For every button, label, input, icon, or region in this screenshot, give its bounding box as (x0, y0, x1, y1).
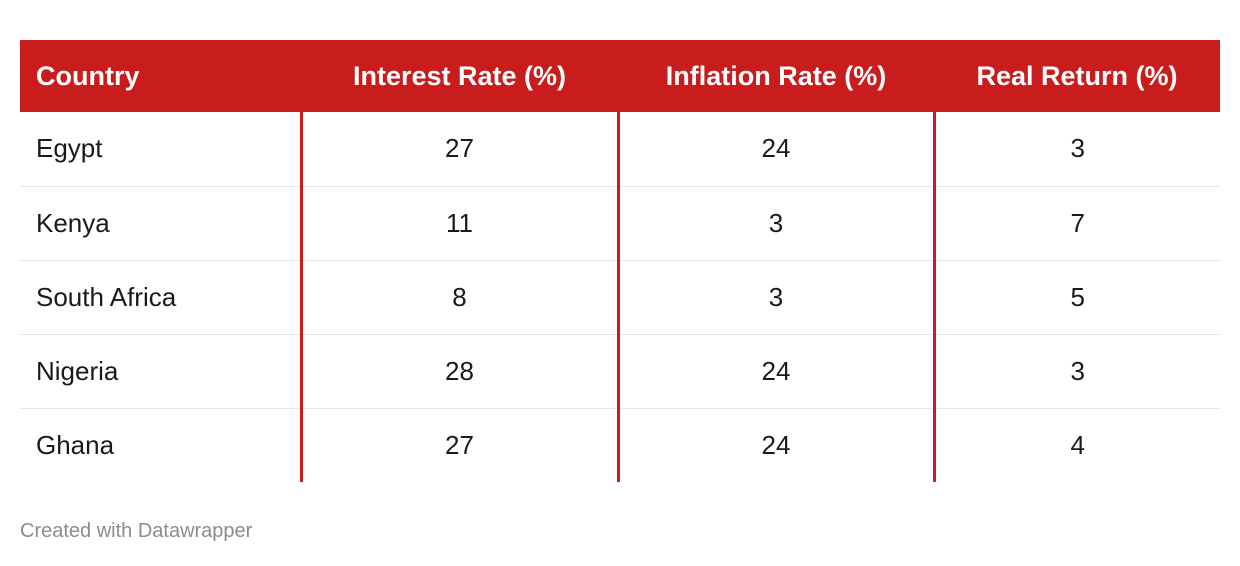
table-header: Country Interest Rate (%) Inflation Rate… (20, 40, 1220, 112)
cell-interest-rate: 27 (299, 112, 618, 187)
cell-real-return: 3 (932, 112, 1220, 187)
table-row: Ghana 27 24 4 (20, 408, 1220, 482)
table-row: Kenya 11 3 7 (20, 186, 1220, 261)
cell-interest-rate: 11 (299, 186, 618, 261)
cell-inflation-rate: 3 (616, 260, 934, 335)
cell-real-return: 4 (932, 408, 1220, 482)
cell-inflation-rate: 24 (616, 408, 934, 482)
cell-country: Ghana (36, 429, 115, 460)
cell-interest-rate: 28 (299, 334, 618, 409)
cell-country: South Africa (20, 260, 301, 335)
cell-real-return: 7 (932, 186, 1220, 261)
cell-real-return: 3 (932, 334, 1220, 409)
data-table: Country Interest Rate (%) Inflation Rate… (20, 40, 1220, 482)
cell-inflation-rate: 24 (616, 112, 934, 187)
cell-country: Kenya (20, 186, 301, 261)
cell-interest-rate: 8 (299, 260, 618, 335)
cell-inflation-rate: 3 (616, 186, 934, 261)
cell-inflation-rate: 24 (616, 334, 934, 409)
header-interest-rate: Interest Rate (%) (301, 40, 618, 112)
table-row: South Africa 8 3 5 (20, 260, 1220, 335)
header-real-return: Real Return (%) (934, 40, 1220, 112)
cell-country: Egypt (20, 112, 301, 187)
table-body: Egypt 27 24 3 Kenya 11 3 7 South Africa … (20, 112, 1220, 482)
data-table-container: Country Interest Rate (%) Inflation Rate… (20, 40, 1220, 482)
header-row: Country Interest Rate (%) Inflation Rate… (20, 40, 1220, 112)
cell-country: Nigeria (20, 334, 301, 409)
cell-real-return: 5 (932, 260, 1220, 335)
header-inflation-rate: Inflation Rate (%) (618, 40, 934, 112)
header-country: Country (20, 40, 301, 112)
cell-interest-rate: 27 (299, 408, 618, 482)
datawrapper-credit: Created with Datawrapper (20, 520, 253, 542)
table-row: Nigeria 28 24 3 (20, 334, 1220, 409)
table-row: Egypt 27 24 3 (20, 112, 1220, 187)
